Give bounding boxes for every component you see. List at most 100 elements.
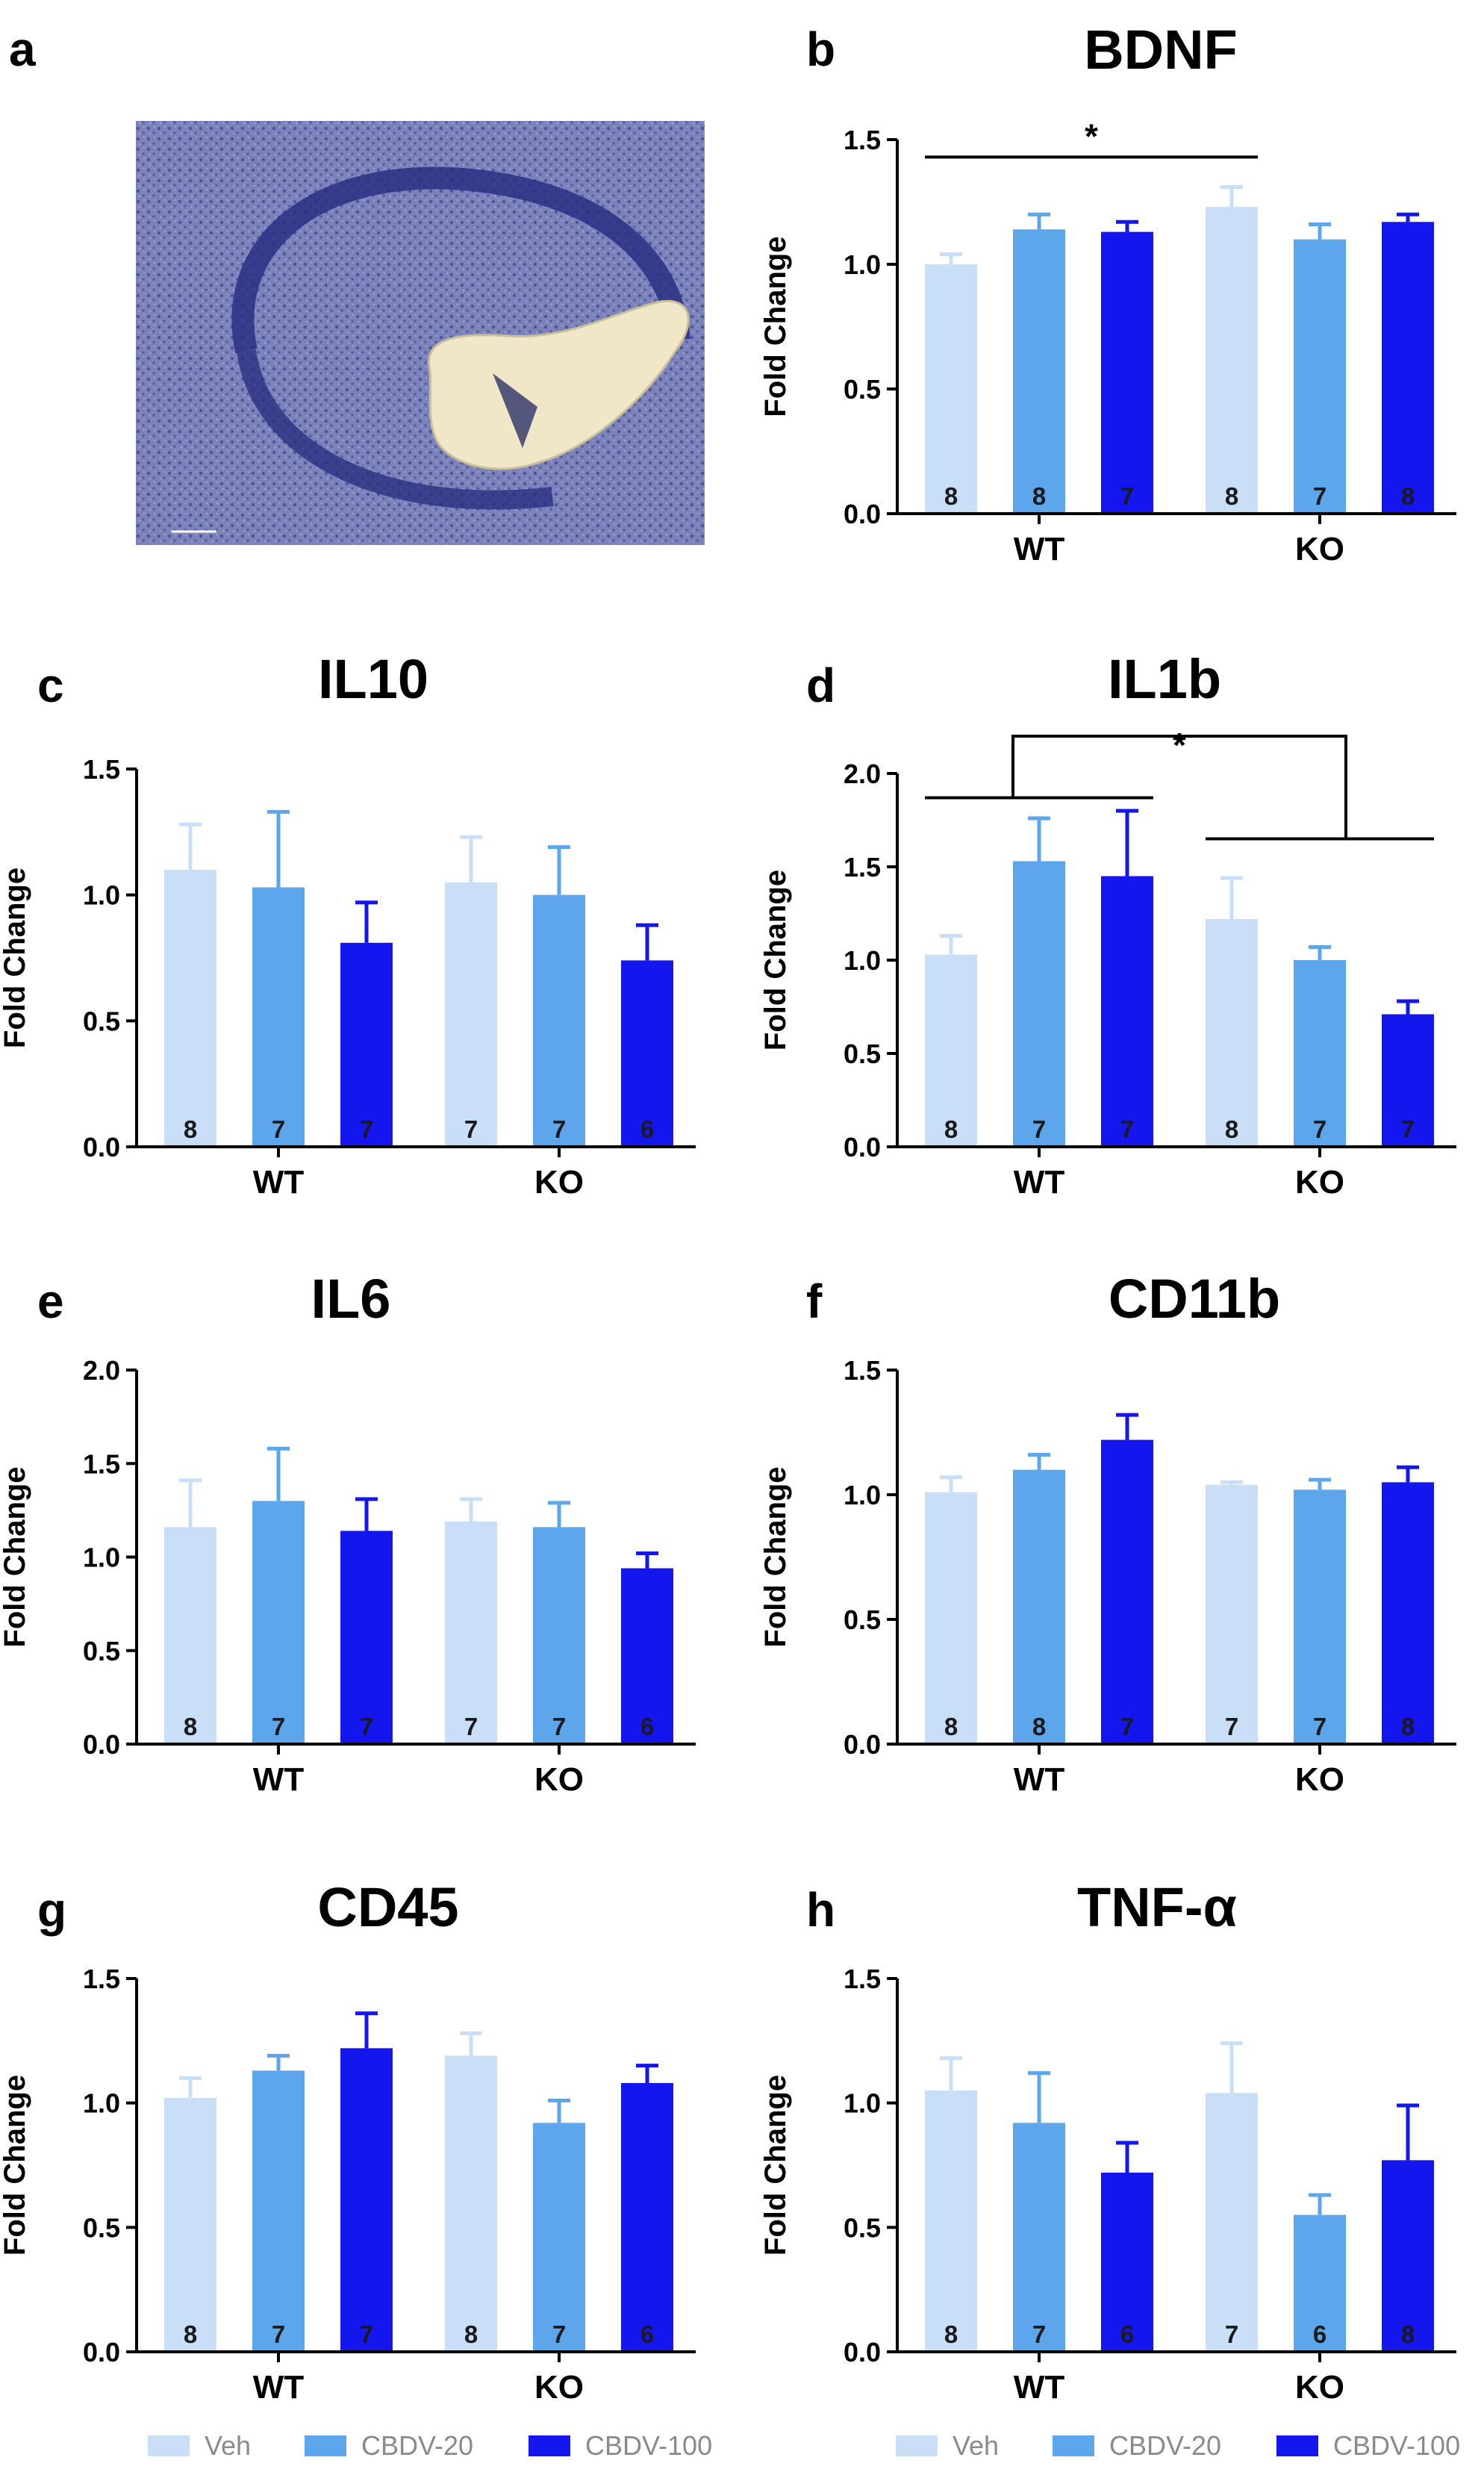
legend-label: Veh: [953, 2430, 999, 2461]
x-category-label: WT: [1014, 1164, 1065, 1201]
sample-size-label: 8: [1401, 1713, 1415, 1740]
cell-layer-band: [231, 166, 690, 354]
bar: [445, 882, 497, 1147]
y-tick-label: 1.5: [844, 1964, 881, 1994]
legend-swatch: [529, 2435, 570, 2456]
hippocampus-micrograph: [136, 121, 705, 545]
sample-size-label: 7: [272, 1713, 285, 1740]
bar: [252, 887, 305, 1147]
bar: [1013, 229, 1065, 514]
bar: [1294, 239, 1346, 514]
chart-title: CD45: [317, 1876, 458, 1938]
bar: [1206, 919, 1258, 1147]
sample-size-label: 6: [1313, 2320, 1326, 2348]
bar: [533, 894, 585, 1147]
sample-size-label: 7: [1032, 1115, 1046, 1143]
bar: [1206, 1484, 1258, 1744]
y-tick-label: 0.5: [844, 374, 881, 405]
bar: [1294, 2214, 1346, 2352]
bar: [1206, 207, 1258, 514]
bar: [925, 954, 977, 1147]
panel-f: f CD11b Fold Change 8 8 7 7 7 8 0.0 0.5 1.0 1.5 WT KO: [759, 1268, 1456, 1798]
bar: [164, 1527, 216, 1744]
y-tick-label: 2.0: [844, 759, 881, 789]
panel-letter: c: [37, 659, 64, 712]
sample-size-label: 7: [1401, 1115, 1415, 1143]
panel-letter: h: [806, 1883, 835, 1937]
bar: [1101, 2173, 1153, 2352]
y-tick-label: 0.0: [844, 1729, 881, 1760]
legend-label: CBDV-100: [585, 2430, 712, 2461]
significance-bracket: [1011, 735, 1347, 839]
bar: [925, 2091, 977, 2352]
panel-a: a: [9, 22, 705, 545]
y-tick-label: 1.0: [83, 2088, 120, 2119]
bar: [1382, 2160, 1434, 2352]
sample-size-label: 8: [1401, 482, 1415, 510]
bar: [164, 2098, 216, 2352]
x-category-label: KO: [534, 2369, 584, 2406]
sample-size-label: 8: [1401, 2320, 1415, 2348]
bar: [252, 2070, 305, 2352]
sample-size-label: 7: [552, 1713, 566, 1740]
sample-size-label: 7: [1120, 1713, 1134, 1740]
panel-g: g CD45 Fold Change 8 7 7 8 7 6 0.0 0.5 1.0 1.5 WT KO: [0, 1876, 696, 2406]
sample-size-label: 7: [272, 1115, 285, 1143]
legend-left: Veh CBDV-20 CBDV-100: [148, 2430, 712, 2461]
y-tick-label: 1.5: [844, 1355, 881, 1386]
y-tick-label: 1.0: [844, 945, 881, 976]
sample-size-label: 8: [1032, 482, 1046, 510]
y-axis-label: Fold Change: [759, 1466, 792, 1647]
bar: [1013, 861, 1065, 1147]
legend-right: Veh CBDV-20 CBDV-100: [896, 2430, 1460, 2461]
panel-h: h TNF-α Fold Change 8 7 6 7 6 8 0.0 0.5 1.0 1.5 WT KO: [759, 1876, 1456, 2406]
y-axis-label: Fold Change: [759, 2075, 792, 2256]
y-tick-label: 0.0: [844, 1132, 881, 1162]
charts-container: b BDNF Fold Change 8 8 7 8 7 8 0.0 0.5 1.0 1.5 WT KO * c…: [0, 19, 1456, 2406]
significance-star: *: [1085, 116, 1098, 155]
dentate-band: [237, 349, 554, 510]
sample-size-label: 7: [360, 2320, 373, 2348]
bar: [1382, 1014, 1434, 1147]
bar: [925, 1492, 977, 1744]
y-tick-label: 1.0: [844, 1480, 881, 1510]
panel-e: e IL6 Fold Change 8 7 7 7 7 6 0.0 0.5 1.0 1.5 2.0 WT KO: [0, 1268, 696, 1798]
sample-size-label: 8: [944, 1713, 958, 1740]
bar: [445, 2055, 497, 2352]
tissue-fold: [493, 373, 537, 448]
bar: [1206, 2093, 1258, 2352]
y-tick-label: 1.5: [83, 1964, 120, 1994]
x-category-label: KO: [534, 1164, 584, 1201]
sample-size-label: 7: [1032, 2320, 1046, 2348]
panel-letter: d: [806, 659, 835, 712]
y-axis-label: Fold Change: [0, 1466, 31, 1647]
legend-swatch: [148, 2435, 190, 2456]
sample-size-label: 8: [1032, 1713, 1046, 1740]
x-category-label: WT: [253, 1761, 305, 1798]
bar: [340, 2048, 393, 2352]
y-axis-label: Fold Change: [759, 236, 792, 417]
y-tick-label: 0.5: [844, 1604, 881, 1635]
legend-swatch: [896, 2435, 938, 2456]
x-category-label: WT: [1014, 531, 1065, 567]
x-category-label: KO: [1295, 1761, 1344, 1798]
y-tick-label: 0.0: [844, 2337, 881, 2368]
sample-size-label: 6: [640, 2320, 654, 2348]
panel-letter: a: [9, 22, 36, 76]
y-tick-label: 2.0: [83, 1355, 120, 1386]
panel-d: d IL1b Fold Change 8 7 7 8 7 7 0.0 0.5 1.0 1.5 2.0 WT K…: [759, 648, 1456, 1201]
sample-size-label: 6: [1120, 2320, 1134, 2348]
bar: [1382, 1482, 1434, 1744]
sample-size-label: 7: [1120, 482, 1134, 510]
y-tick-label: 1.0: [844, 249, 881, 280]
sample-size-label: 7: [552, 1115, 566, 1143]
y-tick-label: 0.0: [83, 1132, 120, 1162]
sample-size-label: 7: [552, 2320, 566, 2348]
bar: [533, 1527, 585, 1744]
sample-size-label: 7: [1313, 1713, 1326, 1740]
sample-size-label: 8: [184, 1115, 197, 1143]
legend-label: CBDV-20: [361, 2430, 473, 2461]
bar: [1294, 1489, 1346, 1744]
bar: [533, 2123, 585, 2352]
